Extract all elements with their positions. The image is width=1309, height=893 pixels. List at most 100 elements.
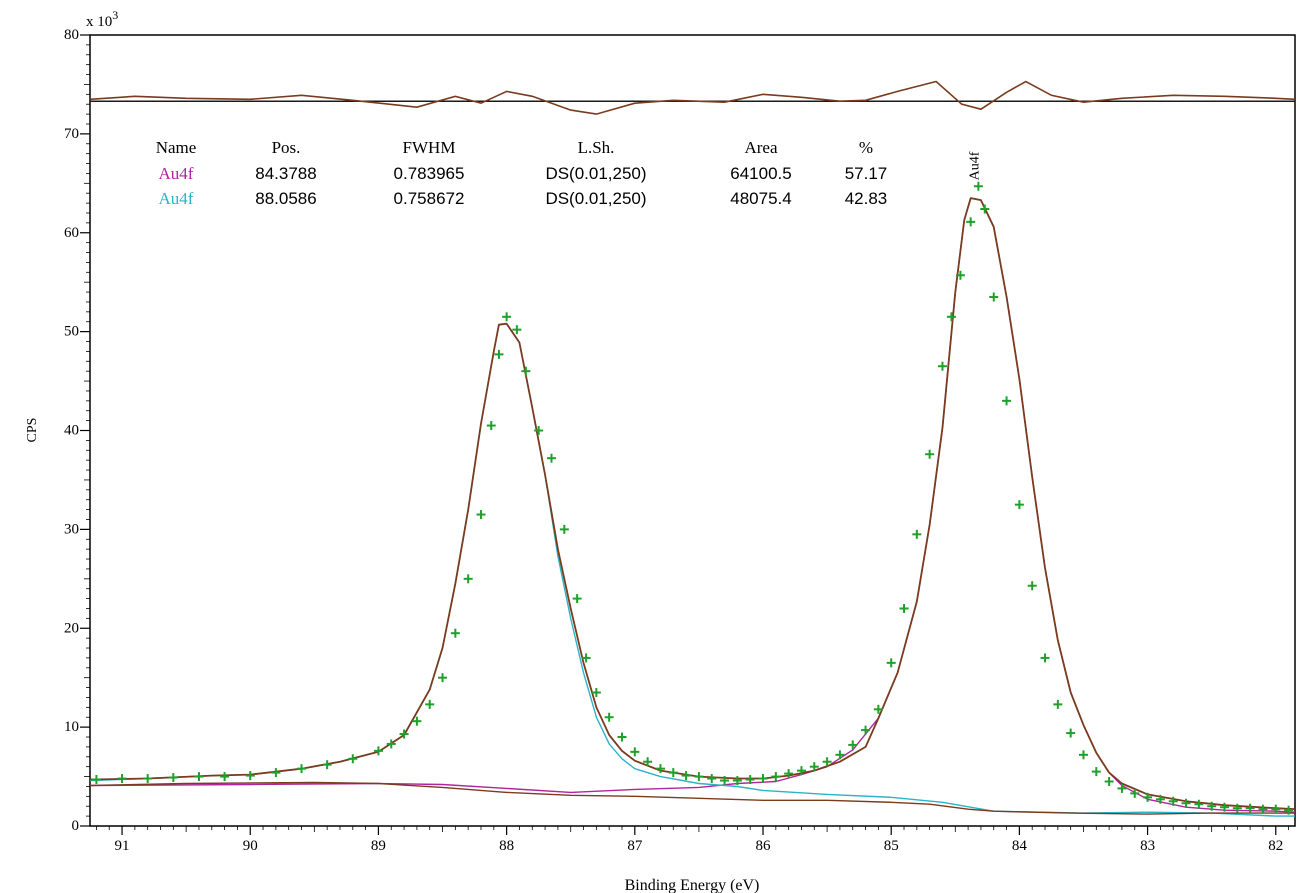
data-point-marker xyxy=(297,764,307,774)
measured-data-markers xyxy=(91,181,1294,815)
data-point-marker xyxy=(758,774,768,784)
data-point-marker xyxy=(1091,767,1101,777)
data-point-marker xyxy=(955,270,965,280)
x-tick-label: 90 xyxy=(243,838,258,854)
table-cell: Au4f xyxy=(159,189,194,208)
data-point-marker xyxy=(1155,794,1165,804)
table-header-cell: % xyxy=(859,138,873,157)
table-cell: 0.783965 xyxy=(394,164,465,183)
data-point-marker xyxy=(771,772,781,782)
data-point-marker xyxy=(1219,802,1229,812)
data-point-marker xyxy=(512,325,522,335)
data-point-marker xyxy=(1053,699,1063,709)
peak-label: Au4f xyxy=(968,151,983,180)
data-point-marker xyxy=(899,603,909,613)
data-point-marker xyxy=(1194,799,1204,809)
data-point-marker xyxy=(1078,750,1088,760)
data-point-marker xyxy=(835,750,845,760)
y-tick-label: 80 xyxy=(64,27,79,43)
table-cell: 48075.4 xyxy=(730,189,791,208)
data-point-marker xyxy=(886,658,896,668)
data-point-marker xyxy=(463,574,473,584)
table-cell: 84.3788 xyxy=(255,164,316,183)
x-axis-label: Binding Energy (eV) xyxy=(625,877,760,893)
data-point-marker xyxy=(1104,777,1114,787)
table-cell: 42.83 xyxy=(845,189,888,208)
data-point-marker xyxy=(848,740,858,750)
data-point-marker xyxy=(980,204,990,214)
data-point-marker xyxy=(534,426,544,435)
data-point-marker xyxy=(546,453,556,463)
data-point-marker xyxy=(912,529,922,539)
data-point-marker xyxy=(681,771,691,781)
data-point-marker xyxy=(720,776,730,786)
x-tick-label: 91 xyxy=(115,838,130,854)
data-point-marker xyxy=(1027,581,1037,591)
table-header-cell: Name xyxy=(156,138,197,157)
table-header-cell: L.Sh. xyxy=(578,138,615,157)
data-point-marker xyxy=(591,688,601,698)
data-point-marker xyxy=(643,757,653,767)
series-line-background xyxy=(89,781,1295,815)
data-point-marker xyxy=(617,732,627,742)
table-cell: DS(0.01,250) xyxy=(545,189,646,208)
plot-frame xyxy=(89,34,1296,827)
data-point-marker xyxy=(694,772,704,782)
table-header-cell: Pos. xyxy=(272,138,301,157)
x-tick-label: 87 xyxy=(627,838,643,854)
data-point-marker xyxy=(373,746,383,756)
data-point-marker xyxy=(438,673,448,683)
x-tick-label: 85 xyxy=(884,838,899,854)
x-tick-label: 82 xyxy=(1268,838,1283,854)
data-point-marker xyxy=(630,747,640,757)
data-point-marker xyxy=(1232,803,1242,813)
data-point-marker xyxy=(572,594,582,604)
x-tick-label: 89 xyxy=(371,838,386,854)
data-point-marker xyxy=(732,776,742,786)
data-point-marker xyxy=(925,449,935,459)
data-point-marker xyxy=(1168,796,1178,806)
y-tick-label: 20 xyxy=(64,620,79,636)
data-point-marker xyxy=(476,510,486,520)
data-point-marker xyxy=(1066,728,1076,738)
y-tick-label: 40 xyxy=(64,423,79,439)
data-point-marker xyxy=(1181,798,1191,808)
data-point-marker xyxy=(322,760,332,770)
data-point-marker xyxy=(1002,396,1012,406)
data-point-marker xyxy=(1143,792,1153,802)
axis-ticks: 0 10 20 30 40 50 60 70 80 91 90 89 88 87 86 85 84 83 82 xyxy=(64,27,1289,854)
data-point-marker xyxy=(784,769,794,779)
data-point-marker xyxy=(271,768,281,778)
table-cell: 0.758672 xyxy=(394,189,465,208)
data-point-marker xyxy=(581,653,591,663)
y-tick-label: 70 xyxy=(64,126,79,142)
residual-line xyxy=(89,80,1296,115)
data-point-marker xyxy=(521,366,531,376)
data-point-marker xyxy=(220,772,230,782)
data-point-marker xyxy=(1271,804,1281,814)
data-point-marker xyxy=(668,768,678,778)
data-point-marker xyxy=(494,349,504,359)
data-point-marker xyxy=(655,764,665,774)
table-cell: 57.17 xyxy=(845,164,888,183)
data-point-marker xyxy=(1258,804,1268,814)
data-point-marker xyxy=(168,773,178,783)
data-point-marker xyxy=(937,361,947,371)
data-point-marker xyxy=(946,312,956,322)
data-point-marker xyxy=(450,628,460,638)
data-point-marker xyxy=(1207,801,1217,811)
table-cell: 88.0586 xyxy=(255,189,316,208)
data-point-marker xyxy=(604,712,614,722)
x-tick-label: 83 xyxy=(1140,838,1155,854)
y-tick-label: 30 xyxy=(64,521,79,537)
data-point-marker xyxy=(559,524,569,534)
data-point-marker xyxy=(809,762,819,772)
table-cell: DS(0.01,250) xyxy=(545,164,646,183)
y-multiplier-exponent: 3 xyxy=(112,8,118,22)
y-tick-label: 50 xyxy=(64,324,79,340)
x-tick-label: 88 xyxy=(499,838,514,854)
data-point-marker xyxy=(412,716,422,726)
x-tick-label: 86 xyxy=(756,838,772,854)
table-header-cell: Area xyxy=(744,138,777,157)
